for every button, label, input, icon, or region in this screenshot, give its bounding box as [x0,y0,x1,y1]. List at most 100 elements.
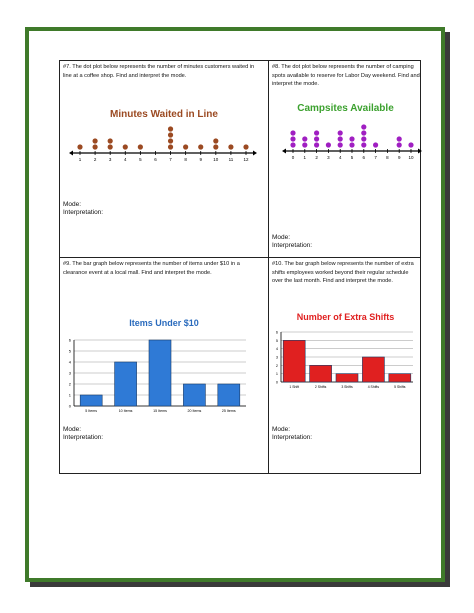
chart-8-axis-arrow-right [418,148,422,154]
chart-9-y-tick-label: 6 [69,338,72,343]
chart-8-tick-label: 10 [408,155,414,160]
chart-9-bar [217,383,241,407]
chart-7-tick-label: 1 [79,157,82,162]
chart-10-bargraph: 0 1 2 3 4 5 6 1 Shift 2 Shifts 3 Shifts 4 Shifts 5 … [276,331,413,389]
problem-9-mode-label: Mode: [63,426,82,433]
chart-8-title: Campsites Available [297,103,394,114]
chart-7-dot [243,144,249,150]
chart-10-y-tick-label: 6 [276,331,278,335]
chart-7-dot [167,138,174,144]
chart-7-tick-label: 4 [124,157,127,162]
chart-9-category-label: 20 Items [188,409,202,413]
chart-8-dot [302,136,308,142]
chart-7-tick-label: 2 [94,157,97,162]
chart-9-y-tick-label: 2 [69,382,72,387]
chart-7-dot [183,144,189,150]
chart-8-dotplot: 0 1 2 3 4 5 6 7 8 9 10 [282,124,422,160]
chart-8-tick-label: 2 [315,155,318,160]
chart-8-dot [290,136,296,142]
chart-10-category-label: 5 Shifts [394,385,406,389]
chart-8-tick-label: 1 [304,155,307,160]
chart-7-dot [213,138,219,144]
chart-7-dot [228,144,234,150]
chart-10-y-tick-label: 4 [276,347,278,351]
chart-10-bar [362,356,385,383]
chart-10-y-tick-label: 3 [276,356,278,360]
chart-8-dot [314,142,320,148]
chart-7-tick-label: 9 [199,157,202,162]
problem-grid: #7. The dot plot below represents the nu… [59,60,422,475]
problem-9-interpretation-label: Interpretation: [63,434,104,441]
chart-8-dot [337,142,343,148]
chart-10-y-tick-label: 2 [276,364,278,368]
chart-10-bar [335,373,359,383]
chart-9-category-label: 15 Items [153,409,167,413]
problem-7-mode-label: Mode: [63,201,82,208]
chart-8-axis-arrow-left [282,148,286,154]
chart-10-y-tick-label: 0 [276,381,278,385]
chart-9-y-tick-label: 1 [69,393,72,398]
chart-8-dot [396,142,402,148]
chart-7-dot [92,144,98,150]
chart-8-dot [314,136,320,142]
chart-8-tick-label: 8 [386,155,389,160]
chart-7-dot [167,132,174,138]
chart-9-bargraph: 0 1 2 3 4 5 6 5 Items 10 Items 15 Items 20 Items 25… [69,338,246,413]
chart-9-category-label: 10 Items [119,409,133,413]
chart-9-bar [148,339,172,407]
chart-8-dot [290,130,296,136]
chart-7-tick-label: 12 [243,157,249,162]
chart-10-title: Number of Extra Shifts [296,312,395,322]
chart-10-category-label: 1 Shift [289,385,299,389]
chart-8-dot [314,130,320,136]
chart-8-dot [337,136,343,142]
chart-7-dot [198,144,204,150]
chart-8-tick-label: 3 [327,155,330,160]
chart-7-dot [213,144,219,150]
chart-8-tick-label: 9 [398,155,401,160]
chart-7-dot [122,144,128,150]
problem-10-prompt: #10. The bar graph below represents the … [272,261,414,285]
problem-8-interpretation-label: Interpretation: [272,242,313,249]
chart-9-bar [183,383,206,407]
chart-7-dotplot: 1 2 3 4 5 6 7 8 9 10 11 12 [69,126,257,162]
chart-9-y-tick-label: 0 [69,404,72,409]
problem-10: #10. The bar graph below represents the … [269,258,422,475]
chart-7-dot [107,144,113,150]
chart-10-category-label: 3 Shifts [341,385,353,389]
chart-8-dot [396,136,402,142]
chart-10-y-tick-label: 5 [276,339,278,343]
chart-8-dot [361,130,367,136]
chart-7-dot [107,138,113,144]
chart-8-tick-label: 7 [374,155,377,160]
chart-7-dot [137,144,143,150]
chart-7-tick-label: 6 [154,157,157,162]
chart-7-axis-arrow-right [253,150,257,156]
chart-8-dot [373,142,379,148]
grid-divider-vertical [268,61,269,473]
chart-8-dot [337,130,343,136]
chart-8-dot [325,142,331,148]
chart-10-bar [309,365,332,383]
chart-8-dot [302,142,308,148]
chart-8-tick-label: 5 [351,155,354,160]
chart-8-tick-label: 4 [339,155,342,160]
chart-9-category-label: 5 Items [85,409,97,413]
problem-9: #9. The bar graph below represents the n… [60,258,268,475]
chart-7-title: Minutes Waited in Line [110,109,218,120]
chart-8-dot [408,142,414,148]
chart-7-tick-label: 7 [169,157,172,162]
chart-7-axis-arrow-left [69,150,73,156]
chart-9-bar [114,361,137,407]
chart-7-tick-label: 5 [139,157,142,162]
chart-7-dot [167,126,174,132]
chart-8-dot [361,142,367,148]
problem-10-mode-label: Mode: [272,426,291,433]
chart-8-tick-label: 6 [363,155,366,160]
problem-7-interpretation-label: Interpretation: [63,209,104,216]
chart-8-dot [290,142,296,148]
problem-9-prompt: #9. The bar graph below represents the n… [63,261,240,276]
chart-7-dot [77,144,83,150]
chart-7-tick-label: 10 [213,157,219,162]
chart-8-dot [349,136,355,142]
